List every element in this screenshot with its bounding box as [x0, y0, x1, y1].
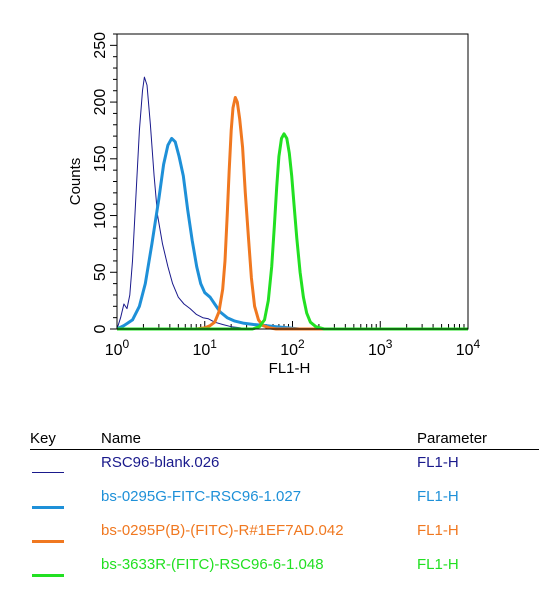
x-axis-ticks: 100 101 102 103 104 — [105, 321, 481, 359]
legend-row: bs-3633R-(FITC)-RSC96-6-1.048 FL1-H — [30, 552, 530, 586]
legend-series-parameter: FL1-H — [417, 522, 459, 539]
x-axis-label: FL1-H — [269, 360, 311, 377]
x-tick-label: 101 — [193, 337, 218, 359]
y-tick-label: 250 — [92, 32, 109, 59]
legend-row: bs-0295P(B)-(FITC)-R#1EF7AD.042 FL1-H — [30, 518, 530, 552]
legend-header: Key Name Parameter — [30, 428, 539, 450]
x-tick-label: 100 — [105, 337, 130, 359]
legend-swatch — [32, 574, 64, 577]
legend-row: RSC96-blank.026 FL1-H — [30, 450, 530, 484]
legend-swatch — [32, 472, 64, 473]
y-tick-label: 50 — [92, 263, 109, 281]
legend-swatch — [32, 506, 64, 509]
y-tick-label: 0 — [92, 324, 109, 333]
legend-swatch — [32, 540, 64, 543]
x-tick-label: 104 — [456, 337, 481, 359]
series-line — [116, 136, 468, 331]
y-tick-label: 100 — [92, 202, 109, 229]
series-line — [116, 76, 468, 330]
legend-series-parameter: FL1-H — [417, 556, 459, 573]
legend-series-parameter: FL1-H — [417, 488, 459, 505]
legend-series-name: RSC96-blank.026 — [101, 454, 220, 471]
series-lines — [116, 76, 468, 331]
y-tick-label: 200 — [92, 89, 109, 116]
legend-series-parameter: FL1-H — [417, 454, 459, 471]
x-tick-label: 102 — [280, 337, 305, 359]
legend-header-name: Name — [101, 430, 142, 447]
legend-header-rule — [30, 449, 539, 450]
y-axis-label: Counts — [67, 158, 84, 206]
legend-series-name: bs-0295P(B)-(FITC)-R#1EF7AD.042 — [101, 522, 344, 539]
histogram-chart: 0 50 100 150 200 250 100 101 102 103 104 FL1-H Cou… — [67, 32, 481, 377]
legend-series-name: bs-0295G-FITC-RSC96-1.027 — [101, 488, 302, 505]
y-axis-ticks: 0 50 100 150 200 250 — [92, 32, 117, 333]
y-tick-label: 150 — [92, 145, 109, 172]
legend-header-parameter: Parameter — [417, 430, 488, 447]
legend-row: bs-0295G-FITC-RSC96-1.027 FL1-H — [30, 484, 530, 518]
plot-frame — [116, 33, 469, 330]
legend-table: Key Name Parameter RSC96-blank.026 FL1-H… — [30, 428, 539, 586]
axis-labels: FL1-H Counts — [67, 158, 310, 377]
series-line — [117, 96, 468, 331]
legend-header-key: Key — [30, 430, 56, 447]
series-line — [117, 132, 468, 331]
x-tick-label: 103 — [368, 337, 393, 359]
legend-series-name: bs-3633R-(FITC)-RSC96-6-1.048 — [101, 556, 324, 573]
